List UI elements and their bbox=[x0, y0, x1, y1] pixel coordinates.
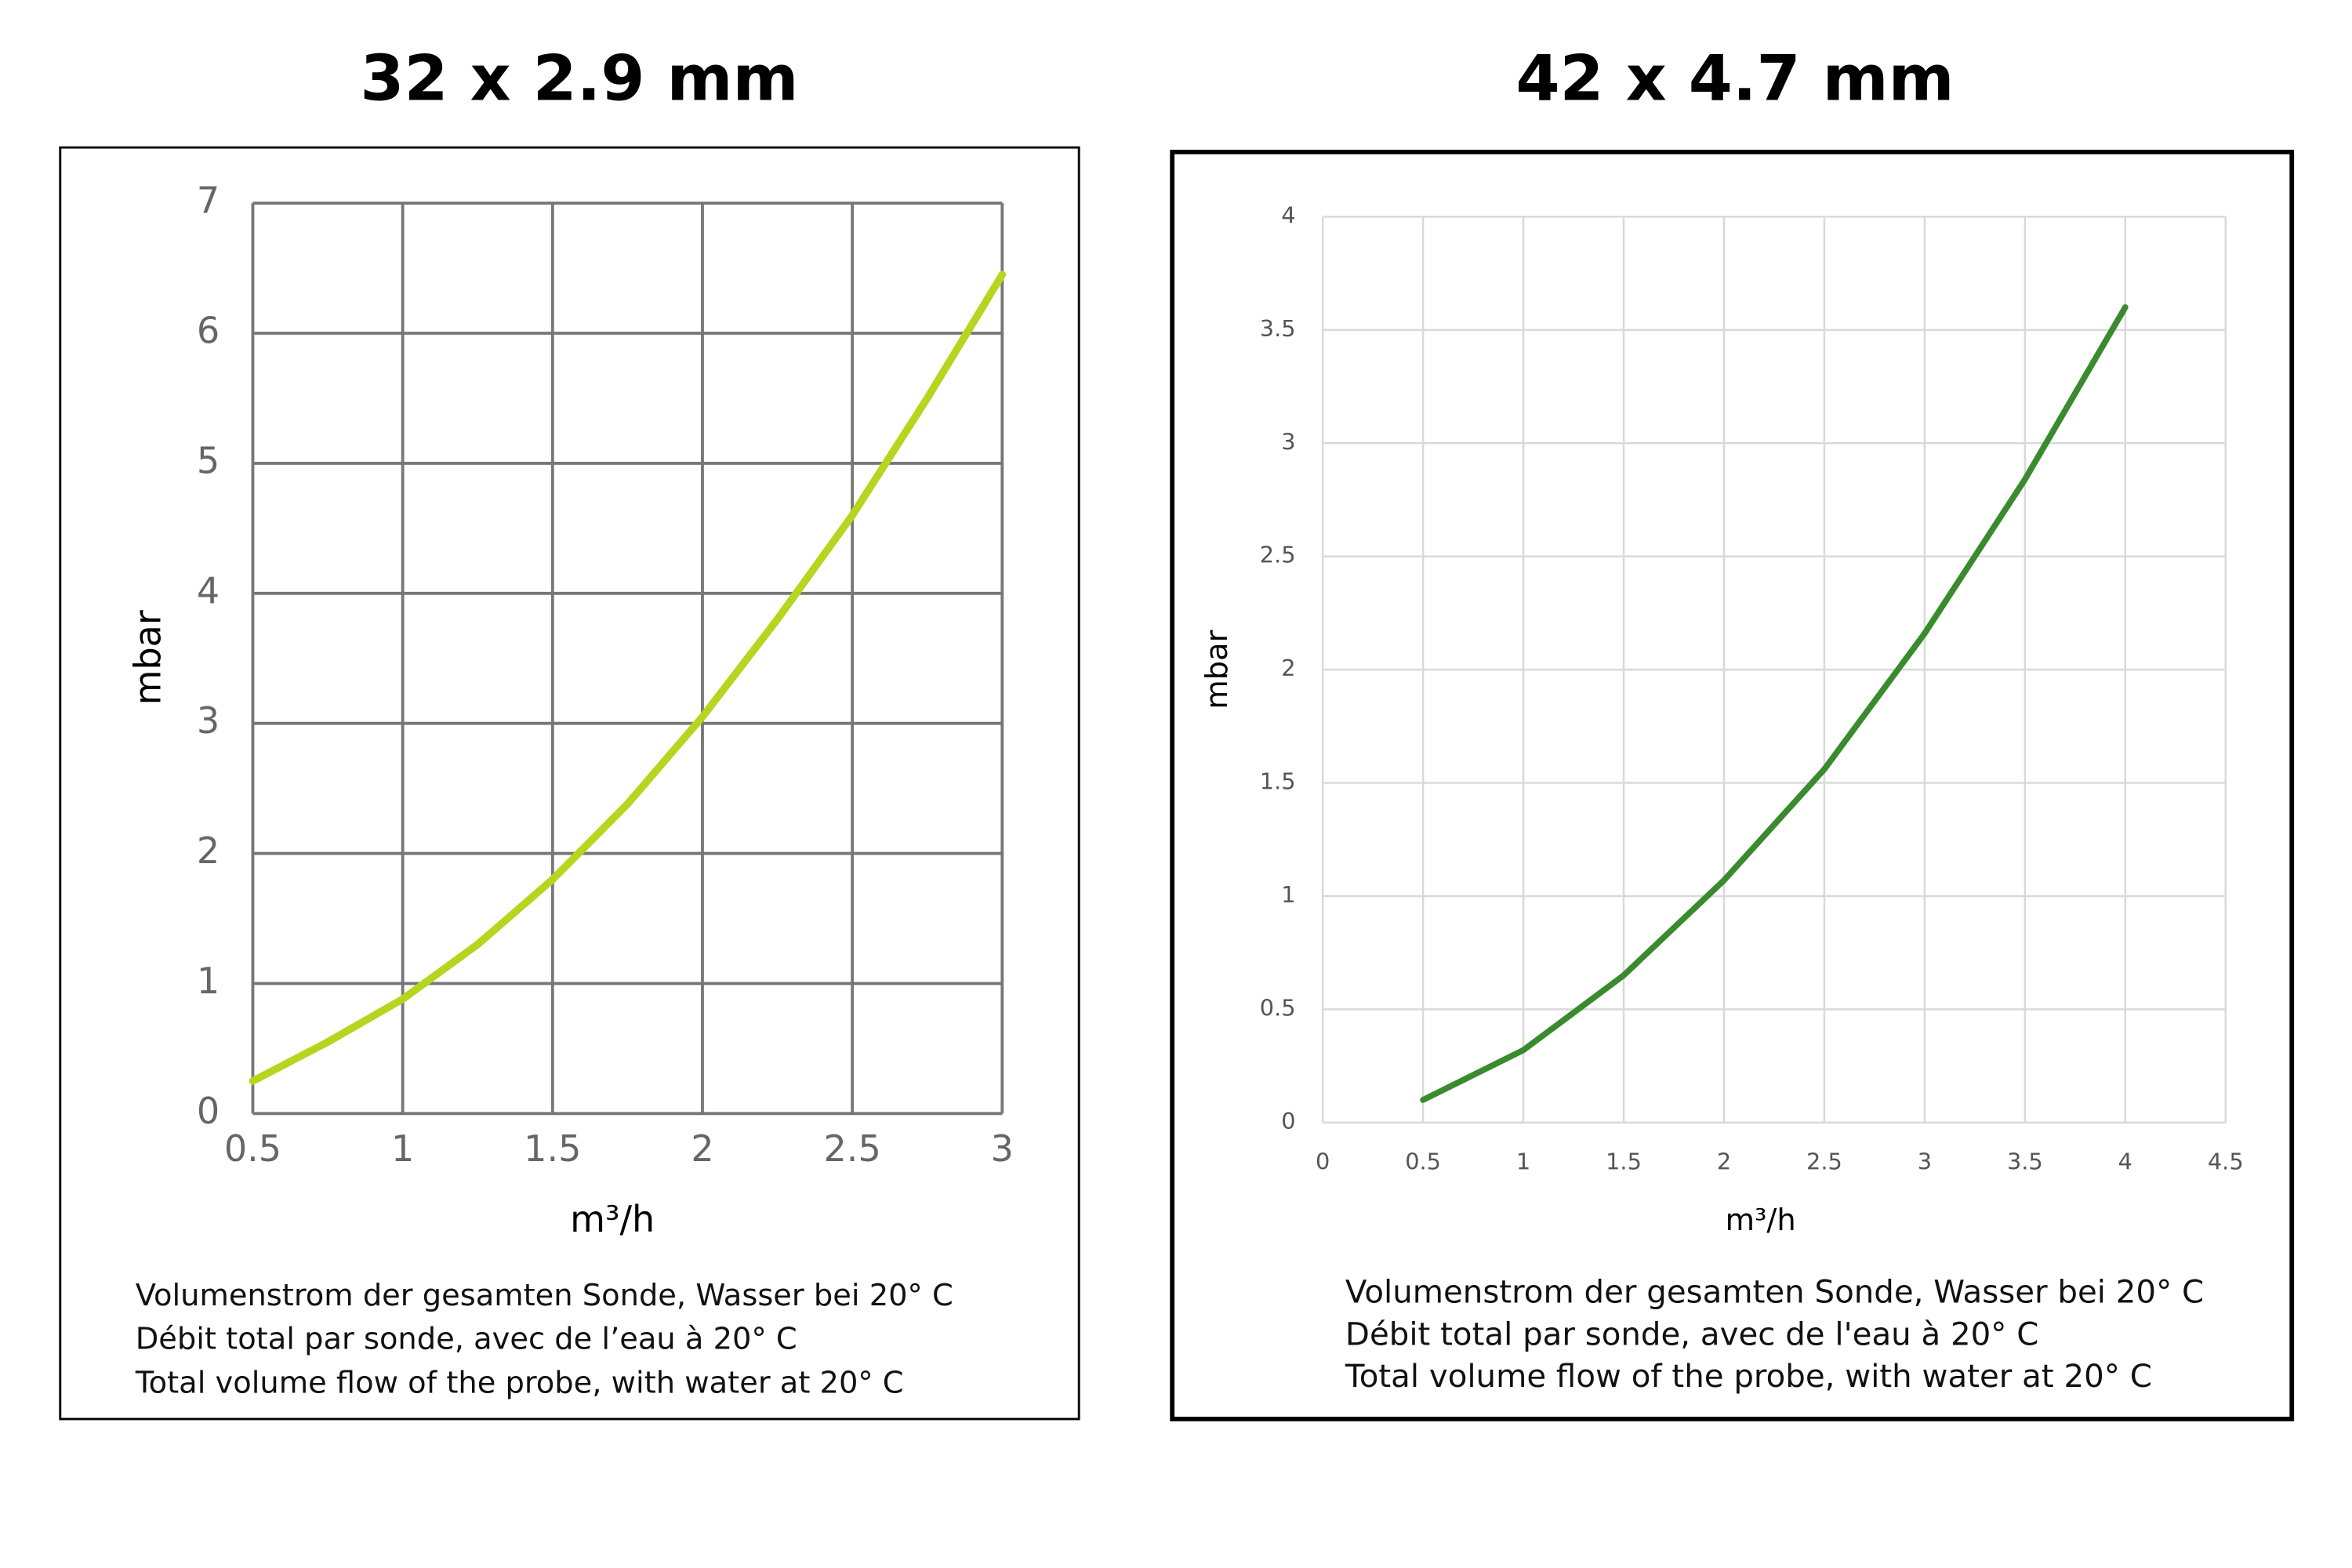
y-tick-label: 2.5 bbox=[1260, 542, 1296, 568]
x-tick-label: 0.5 bbox=[1405, 1149, 1441, 1175]
note: Débit total par sonde, avec de l’eau à 2… bbox=[136, 1322, 797, 1357]
x-tick-label: 4.5 bbox=[2208, 1149, 2244, 1175]
y-tick-label: 3.5 bbox=[1260, 315, 1296, 342]
y-tick-label: 0 bbox=[1281, 1108, 1295, 1134]
x-tick-label: 3 bbox=[991, 1127, 1014, 1170]
x-tick-label: 2 bbox=[691, 1127, 713, 1170]
y-tick-label: 3 bbox=[1281, 428, 1295, 455]
note: Volumenstrom der gesamten Sonde, Wasser … bbox=[136, 1278, 953, 1313]
x-tick-label: 2 bbox=[1717, 1149, 1731, 1175]
x-tick-label: 3.5 bbox=[2007, 1149, 2043, 1175]
y-tick-label: 1 bbox=[1281, 881, 1295, 908]
chart-frame bbox=[59, 146, 1080, 1421]
x-tick-label: 0 bbox=[1316, 1149, 1330, 1175]
note: Total volume flow of the probe, with wat… bbox=[135, 1365, 904, 1400]
y-tick-label: 0.5 bbox=[1260, 994, 1296, 1021]
chart-title: 42 x 4.7 mm bbox=[1515, 42, 1954, 116]
x-tick-label: 4 bbox=[2118, 1149, 2132, 1175]
chart-frame bbox=[1170, 149, 2295, 1421]
x-tick-label: 1.5 bbox=[1606, 1149, 1642, 1175]
y-tick-label: 0 bbox=[197, 1090, 220, 1132]
y-tick-label: 2 bbox=[1281, 655, 1295, 681]
x-tick-label: 2.5 bbox=[1806, 1149, 1842, 1175]
y-tick-label: 4 bbox=[1281, 201, 1295, 228]
y-tick-label: 1 bbox=[197, 960, 220, 1002]
y-tick-label: 4 bbox=[197, 569, 220, 612]
data-line bbox=[1420, 304, 2129, 1103]
y-tick-label: 1.5 bbox=[1260, 768, 1296, 795]
x-tick-label: 1 bbox=[391, 1127, 414, 1170]
y-tick-label: 5 bbox=[197, 439, 220, 481]
y-tick-label: 3 bbox=[197, 699, 220, 742]
x-tick-label: 3 bbox=[1918, 1149, 1932, 1175]
note: Débit total par sonde, avec de l'eau à 2… bbox=[1345, 1316, 2038, 1352]
data-line bbox=[249, 270, 1007, 1085]
y-tick-label: 6 bbox=[197, 310, 220, 352]
chart-title: 32 x 2.9 mm bbox=[360, 42, 798, 116]
y-tick-label: 7 bbox=[197, 180, 220, 222]
x-axis-label: m³/h bbox=[570, 1198, 655, 1240]
y-tick-label: 2 bbox=[197, 829, 220, 872]
x-tick-label: 1.5 bbox=[524, 1127, 581, 1170]
note: Volumenstrom der gesamten Sonde, Wasser … bbox=[1345, 1274, 2204, 1311]
y-axis-label: mbar bbox=[126, 610, 169, 705]
x-axis-label: m³/h bbox=[1726, 1203, 1796, 1238]
y-axis-label: mbar bbox=[1200, 630, 1235, 709]
x-tick-label: 0.5 bbox=[224, 1127, 281, 1170]
x-tick-label: 2.5 bbox=[824, 1127, 881, 1170]
note: Total volume flow of the probe, with wat… bbox=[1345, 1358, 2152, 1395]
x-tick-label: 1 bbox=[1516, 1149, 1530, 1175]
